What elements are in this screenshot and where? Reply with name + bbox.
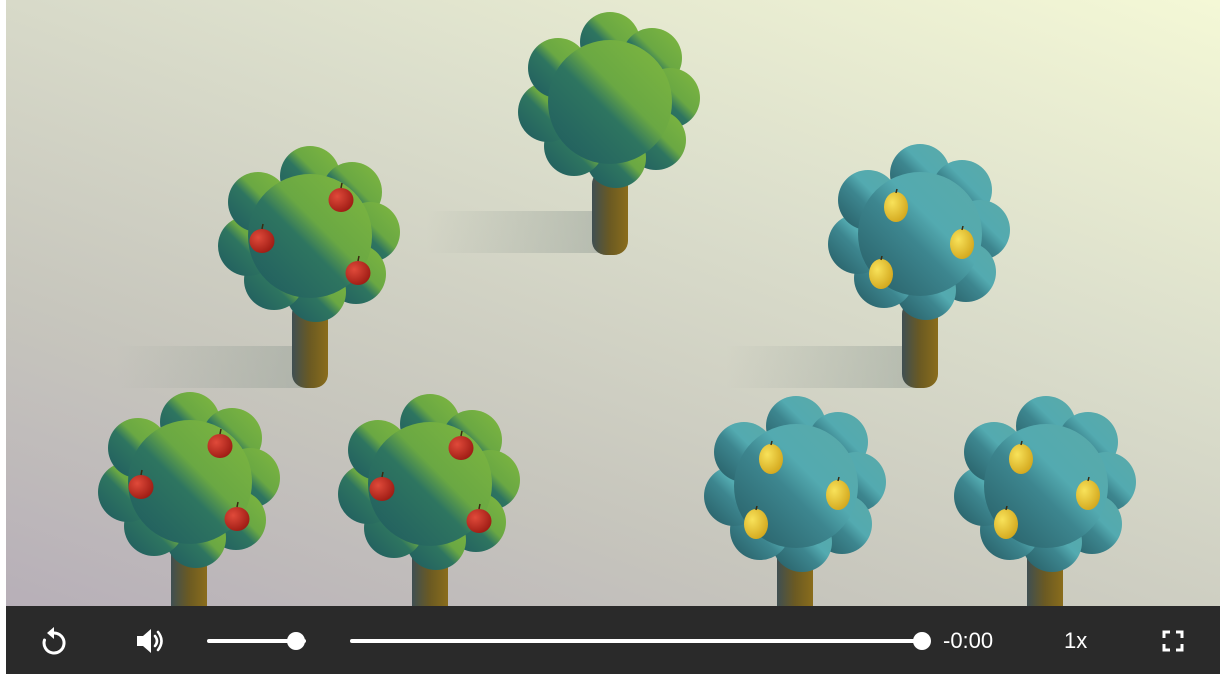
volume-slider-track[interactable] xyxy=(207,639,306,643)
lemon-tree-icon xyxy=(954,396,1136,606)
lemon-tree-icon xyxy=(704,396,886,606)
apple-tree-icon xyxy=(338,394,520,606)
video-frame xyxy=(6,0,1220,606)
replay-icon xyxy=(42,627,66,655)
fullscreen-button[interactable] xyxy=(1156,624,1190,658)
tree-shadow xyxy=(116,346,306,388)
fullscreen-icon xyxy=(1162,630,1184,652)
seek-bar-thumb[interactable] xyxy=(913,632,931,650)
tree-shadow xyxy=(426,211,606,253)
apple-tree-icon xyxy=(218,146,400,388)
video-player[interactable]: -0:00 1x xyxy=(6,0,1220,674)
apple-tree-icon xyxy=(98,392,280,606)
plain-tree-icon xyxy=(518,12,700,255)
seek-bar-track[interactable] xyxy=(350,639,922,643)
video-controls-bar: -0:00 1x xyxy=(6,606,1220,674)
playback-speed-button[interactable]: 1x xyxy=(1064,628,1088,653)
volume-icon xyxy=(137,629,163,653)
replay-button[interactable] xyxy=(37,624,71,658)
time-remaining: -0:00 xyxy=(943,628,994,653)
tree-shadow xyxy=(726,346,916,388)
volume-slider-thumb[interactable] xyxy=(287,632,306,650)
lemon-tree-icon xyxy=(828,144,1010,388)
volume-button[interactable] xyxy=(133,624,167,658)
tree-scene xyxy=(98,12,1136,606)
